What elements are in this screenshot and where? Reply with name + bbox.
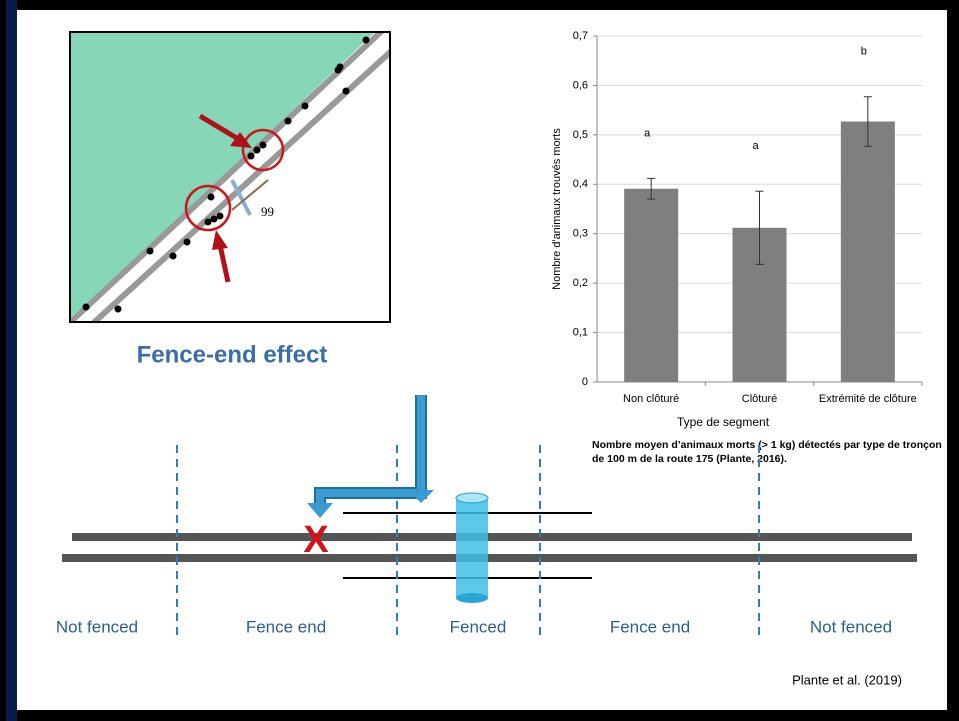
- y-tick-label: 0: [582, 376, 588, 388]
- x-tick-label: Clôturé: [742, 393, 777, 405]
- y-tick-label: 0,3: [573, 228, 588, 240]
- y-axis-label: Nombre d'animaux trouvés morts: [551, 128, 563, 290]
- y-tick-label: 0,5: [573, 129, 588, 141]
- y-tick-label: 0,6: [573, 79, 588, 91]
- x-axis-label: Type de segment: [677, 415, 770, 429]
- segment-label: Fence end: [610, 617, 690, 636]
- segment-label: Not fenced: [810, 617, 892, 636]
- significance-label: a: [644, 127, 651, 139]
- bar: [841, 122, 895, 382]
- conflict-marker: X: [303, 519, 329, 561]
- x-tick-label: Extrémité de clôture: [819, 393, 917, 405]
- y-tick-label: 0,7: [573, 30, 588, 42]
- map-inset: 99: [68, 28, 398, 328]
- bar: [624, 189, 678, 382]
- segment-label: Fenced: [450, 617, 507, 636]
- significance-label: a: [752, 140, 759, 152]
- y-tick-label: 0,1: [573, 326, 588, 338]
- caption-box: Nombre moyen d’animaux morts (> 1 kg) dé…: [592, 438, 942, 478]
- chart-caption: Nombre moyen d’animaux morts (> 1 kg) dé…: [592, 438, 942, 466]
- significance-label: b: [861, 46, 867, 58]
- segment-label: Fence end: [246, 617, 326, 636]
- map-label: 99: [261, 204, 274, 219]
- slide: 99 Fence-end effect Type de segment Nomb…: [0, 0, 959, 721]
- y-tick-label: 0,2: [573, 277, 588, 289]
- x-tick-label: Non clôturé: [623, 393, 679, 405]
- y-tick-label: 0,4: [573, 178, 588, 190]
- map-title: Fence-end effect: [137, 341, 328, 368]
- segment-label: Not fenced: [56, 617, 138, 636]
- citation: Plante et al. (2019): [792, 672, 902, 687]
- side-bar: [6, 0, 17, 721]
